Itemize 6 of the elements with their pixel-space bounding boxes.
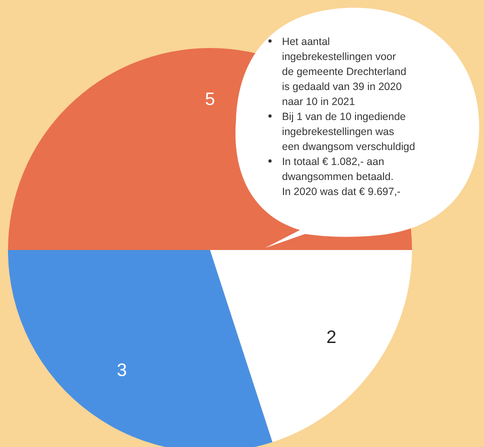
- text: Bij 1 van de 10 ingediende ingebrekestellingen was een dwangsom verschuldigd: [282, 111, 416, 153]
- data-label: 3: [116, 360, 127, 380]
- data-label: 2: [326, 326, 336, 347]
- text: Het aantal ingebrekestellingen voor de gemeente Drechterland is gedaald van 39 in 2020 naar 10 in 2021: [282, 36, 406, 108]
- data-label: 5: [204, 88, 216, 109]
- text: In totaal € 1.082,- aan dwangsommen betaald. In 2020 was dat € 9.697,-: [282, 156, 402, 198]
